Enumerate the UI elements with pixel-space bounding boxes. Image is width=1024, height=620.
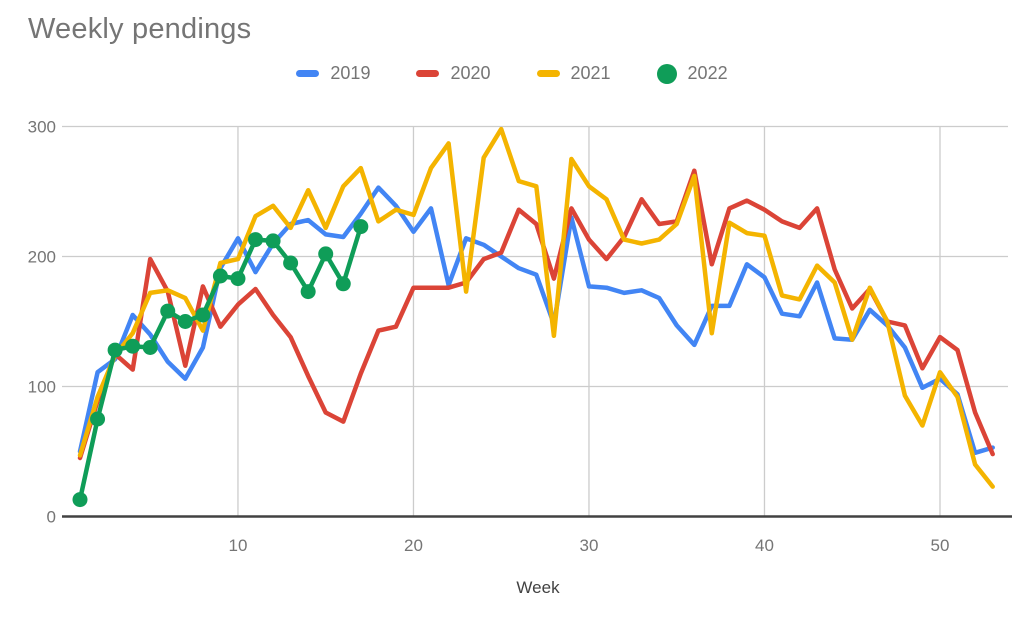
series-point-2022: [142, 340, 158, 355]
series-point-2022: [230, 271, 246, 287]
legend-label: 2020: [450, 63, 491, 83]
legend-label: 2019: [330, 63, 371, 83]
legend-swatch-2020: [416, 70, 440, 77]
series-line-2020: [77, 168, 995, 461]
y-axis-tick-label: 100: [28, 378, 56, 397]
legend: 2019 2020 2021 2022: [0, 63, 1024, 84]
page-title: Weekly pendings: [28, 13, 252, 45]
x-axis-tick-label: 50: [931, 536, 950, 555]
series-point-2022: [160, 303, 176, 319]
series-point-2022: [265, 233, 281, 249]
x-axis-tick-label: 30: [580, 536, 599, 555]
y-axis-tick-label: 200: [28, 248, 56, 267]
series-point-2022: [335, 276, 351, 292]
series-point-2022: [353, 219, 369, 235]
series-point-2022: [195, 307, 211, 323]
series-point-2022: [212, 268, 228, 284]
legend-item-2022[interactable]: 2022: [656, 63, 728, 84]
legend-label: 2022: [687, 63, 728, 83]
legend-item-2020[interactable]: 2020: [416, 63, 491, 84]
legend-item-2021[interactable]: 2021: [536, 63, 611, 84]
series-point-2022: [125, 338, 141, 354]
series-point-2022: [177, 314, 193, 329]
legend-swatch-2021: [536, 70, 560, 77]
series-point-2022: [72, 492, 88, 508]
x-axis-tick-label: 40: [755, 536, 774, 555]
series-point-2022: [90, 411, 106, 427]
series-point-2022: [283, 255, 299, 271]
legend-circle-swatch-2022: [656, 63, 677, 84]
y-axis-tick-label: 0: [47, 508, 56, 527]
series-line-2021: [77, 126, 995, 489]
series-line-2019: [77, 185, 995, 456]
y-axis-tick-label: 300: [28, 118, 56, 137]
x-axis-title: Week: [516, 578, 560, 597]
legend-item-2019[interactable]: 2019: [296, 63, 370, 84]
series-point-2022: [107, 342, 123, 358]
legend-swatch-2019: [296, 70, 320, 77]
legend-label: 2021: [570, 63, 611, 83]
x-axis-tick-label: 10: [228, 536, 247, 555]
series-point-2022: [318, 246, 334, 262]
series-point-2022: [300, 284, 316, 300]
x-axis-tick-label: 20: [404, 536, 423, 555]
series-point-2022: [248, 232, 264, 248]
